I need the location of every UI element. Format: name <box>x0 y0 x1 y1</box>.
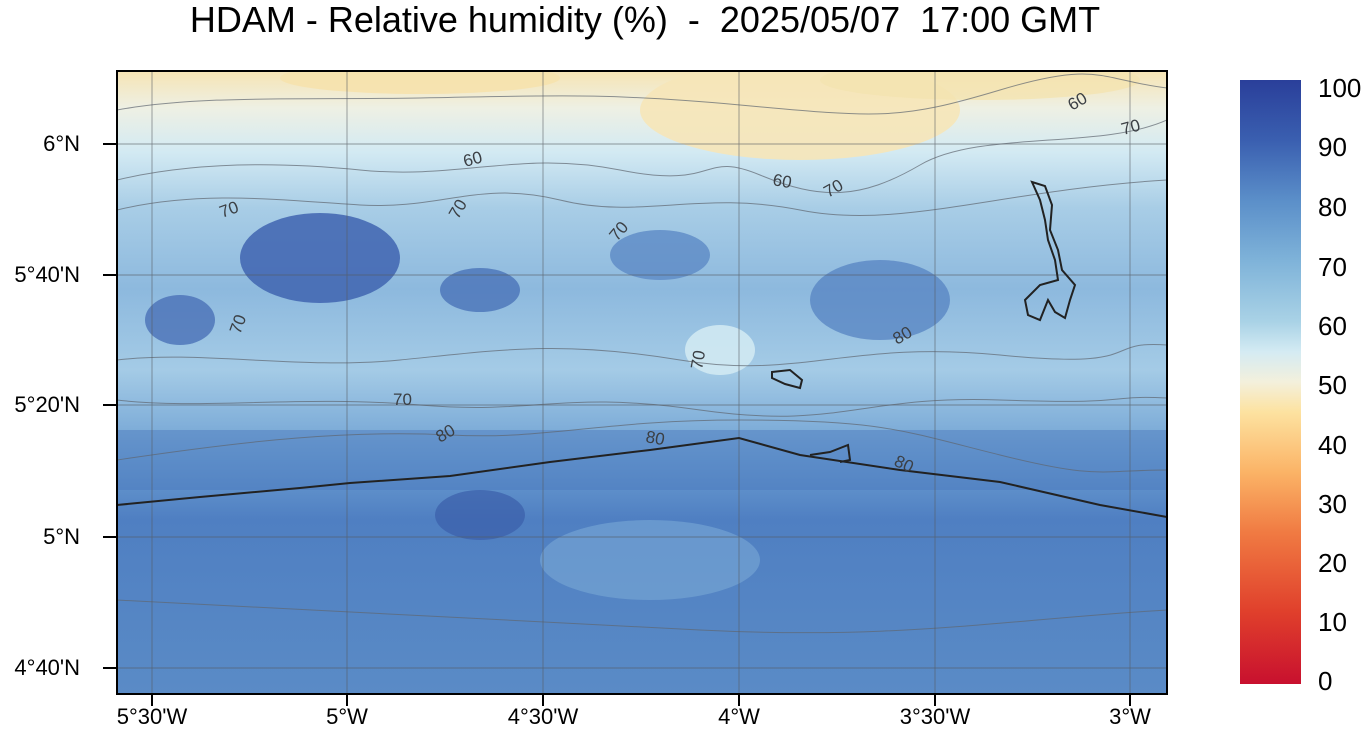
colorbar-label: 60 <box>1318 311 1347 341</box>
colorbar-label: 50 <box>1318 370 1347 400</box>
contour-label: 70 <box>1119 116 1142 139</box>
colorbar <box>1240 80 1301 684</box>
lon-label: 3°30'W <box>899 704 971 729</box>
colorbar-label: 0 <box>1318 666 1333 696</box>
map-frame <box>116 70 1168 695</box>
coastline-icon <box>117 436 1167 518</box>
lat-label: 6°N <box>43 131 80 156</box>
contour-label: 80 <box>644 427 666 449</box>
colorbar-label: 100 <box>1318 73 1362 103</box>
humidity-field: 60 70 70 70 70 70 80 80 60 70 60 70 70 8… <box>117 71 1167 694</box>
lon-label: 5°W <box>326 704 368 729</box>
contour-label: 70 <box>687 349 709 371</box>
lon-label: 5°30'W <box>116 704 188 729</box>
lat-label: 5°N <box>43 524 80 549</box>
lagoon-icon <box>1023 180 1077 322</box>
colorbar-label: 70 <box>1318 252 1347 282</box>
lat-label: 5°20'N <box>14 392 80 417</box>
colorbar-label: 10 <box>1318 607 1347 637</box>
lat-label: 5°40'N <box>14 262 80 287</box>
map-title: HDAM - Relative humidity (%) - 2025/05/0… <box>189 0 1101 40</box>
colorbar-label: 30 <box>1318 489 1347 519</box>
colorbar-label: 40 <box>1318 430 1347 460</box>
lon-label: 4°30'W <box>507 704 579 729</box>
lon-label: 3°W <box>1109 704 1151 729</box>
contour-label: 60 <box>771 170 793 192</box>
colorbar-label: 20 <box>1318 548 1347 578</box>
colorbar-label: 80 <box>1318 192 1347 222</box>
lon-label: 4°W <box>718 704 760 729</box>
lat-label: 4°40'N <box>14 655 80 680</box>
contour-label: 70 <box>393 390 412 409</box>
contour-label: 60 <box>461 148 484 171</box>
colorbar-label: 90 <box>1318 132 1347 162</box>
